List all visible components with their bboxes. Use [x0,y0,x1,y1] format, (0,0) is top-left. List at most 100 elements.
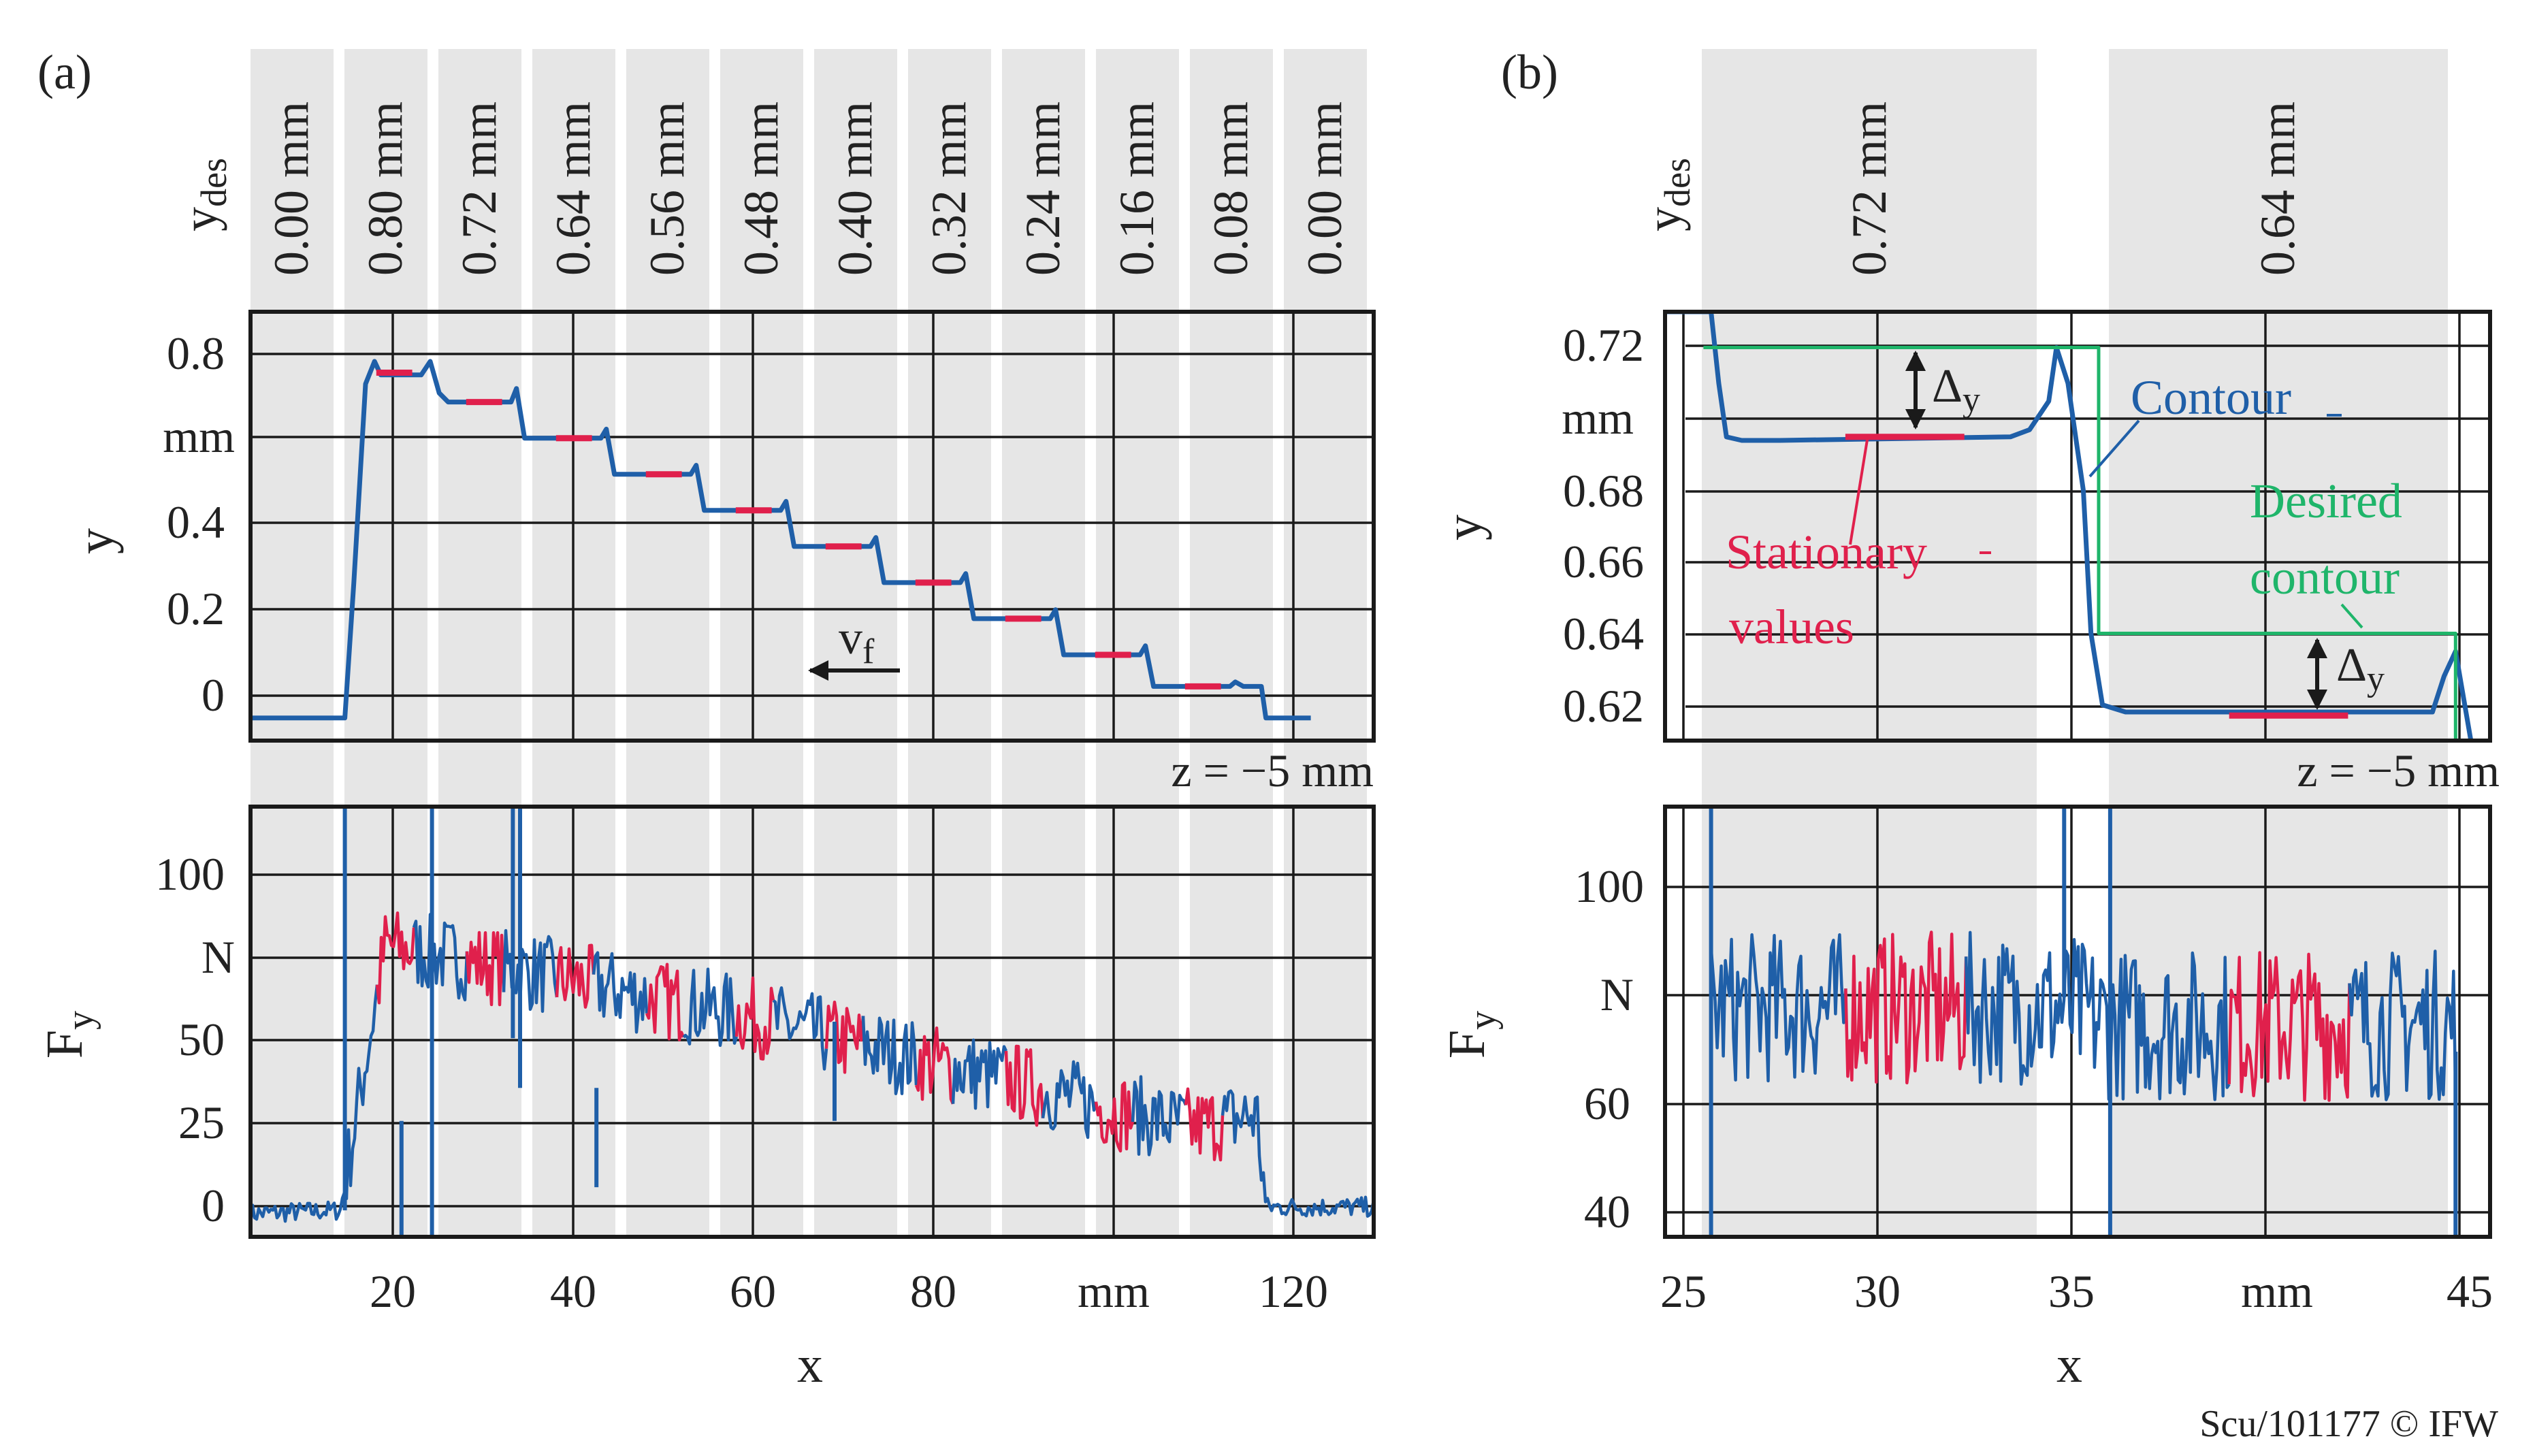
stationary-force-trace [914,1026,955,1105]
panel-b-x-ticks: 25 30 35 mm 45 [1660,1265,2493,1317]
y-tick-label: 50 [178,1014,225,1065]
stationary-force-trace [555,943,596,1009]
x-tick-label: 25 [1660,1265,1707,1317]
ydes-value: 0.80 mm [358,101,413,276]
y-tick-label: 100 [1575,860,1644,912]
y-tick-label: 25 [178,1097,225,1148]
x-tick-label: 60 [730,1265,776,1317]
force-trace [251,984,379,1224]
ydes-value: 0.24 mm [1016,101,1070,276]
ydes-value: 0.72 mm [1842,101,1896,276]
panel-a-bottom-yticks: 100 N 50 25 0 [155,848,235,1231]
ydes-value: 0.64 mm [2250,101,2305,276]
y-tick-label: N [1600,969,1634,1020]
ydes-value: 0.08 mm [1204,101,1258,276]
stationary-force-trace [824,1000,865,1074]
y-tick-label: 0.64 [1563,608,1644,660]
contour-line [251,359,1311,721]
feed-velocity-label: vf [839,612,875,671]
ydes-value: 0.16 mm [1110,101,1164,276]
stationary-force-trace [1094,1081,1135,1153]
panel-b: ydes 0.72 mm 0.64 mm 0.72 mm 0.68 0.66 0… [1435,49,2500,1393]
panel-b-x-axis-label: x [2056,1336,2082,1393]
desired-contour-legend: Desired contour [2250,474,2402,629]
desired-contour-label-2: contour [2250,550,2400,604]
ydes-value: 0.48 mm [734,101,788,276]
force-trace [861,1016,918,1095]
panel-a-top-yticks: 0.8 mm 0.4 0.2 0 [163,327,235,721]
force-trace [2348,950,2457,1101]
ydes-value: 0.00 mm [1297,101,1352,276]
stationary-values-legend: Stationary values [1726,435,1991,654]
panel-a-ydes-label: ydes [173,158,234,231]
y-tick-label: 100 [155,848,225,900]
stationary-force-trace [1184,1087,1225,1162]
x-tick-label: 40 [550,1265,596,1317]
y-tick-label: mm [1562,392,1634,444]
panel-a-y-axis-label: y [67,528,124,554]
y-tick-label: 0.4 [167,496,225,548]
force-trace [682,967,739,1048]
ydes-value: 0.40 mm [828,101,882,276]
stationary-force-trace [375,911,416,1005]
panel-b-force-axis-label: Fy [1438,1011,1504,1058]
force-trace [951,1038,1008,1110]
y-tick-label: 0.68 [1563,465,1644,517]
stationary-label-1: Stationary [1726,525,1927,579]
x-tick-label: 20 [370,1265,416,1317]
stationary-force-trace [1004,1044,1045,1127]
x-tick-label: 120 [1259,1265,1328,1317]
y-tick-label: 0.66 [1563,536,1644,587]
x-tick-label: 80 [910,1265,956,1317]
panel-b-top-yticks: 0.72 mm 0.68 0.66 0.64 0.62 [1562,319,1644,732]
y-tick-label: mm [163,410,235,462]
y-tick-label: 0.72 [1563,319,1644,371]
y-tick-label: 0 [201,1180,225,1231]
x-tick-label: 35 [2048,1265,2095,1317]
ydes-value: 0.56 mm [640,101,694,276]
x-tick-label: 45 [2447,1265,2493,1317]
delta-y-annotation-1: Δy [1905,351,1980,430]
stationary-force-trace [1844,931,1968,1085]
stationary-label-2: values [1729,600,1854,654]
stationary-force-trace [645,962,685,1041]
panel-b-depth-label: z = −5 mm [2297,745,2500,796]
panel-b-bottom-yticks: 100 N 60 40 [1575,860,1644,1237]
panel-a-depth-label: z = −5 mm [1171,745,1374,796]
panel-a-x-axis-label: x [797,1336,823,1393]
copyright-credit: Scu/101177 © IFW [2199,1403,2498,1445]
y-tick-label: 0.2 [167,583,225,634]
panel-a-bands [251,49,1367,1237]
stationary-force-trace [2227,951,2351,1102]
delta-y-annotation-2: Δy [2307,638,2385,710]
stationary-force-trace [465,931,506,1007]
force-trace [1131,1075,1188,1156]
panel-a-force-axis-label: Fy [36,1011,101,1058]
stationary-force-trace [734,976,775,1061]
panel-b-top-frame [1663,310,2492,743]
ydes-value: 0.00 mm [264,101,319,276]
panel-b-force-plot [1709,807,2458,1237]
ydes-value: 0.72 mm [452,101,506,276]
panel-b-contour-plot [1665,312,2474,741]
force-trace [412,913,469,1002]
contour-legend-label: Contour [2131,370,2291,425]
force-trace [592,951,649,1034]
panel-a: ydes 0.00 mm 0.80 mm 0.72 mm 0.64 mm 0.5… [36,49,1376,1393]
ydes-value: 0.32 mm [922,101,976,276]
delta-y-label: Δy [1932,360,1980,419]
x-tick-label: 30 [1854,1265,1901,1317]
y-tick-label: 0.62 [1563,680,1644,732]
delta-y-label: Δy [2336,639,2385,698]
ydes-value: 0.64 mm [546,101,600,276]
panel-a-force-plot [251,807,1374,1237]
y-tick-label: 40 [1584,1186,1630,1237]
force-trace [1964,931,2231,1101]
panel-a-label: (a) [37,45,92,99]
desired-contour-line [1703,346,2457,741]
panel-a-top-frame [248,310,1376,743]
panel-b-bottom-frame [1663,805,2492,1239]
y-tick-label: N [201,931,235,983]
panel-a-ydes-values: 0.00 mm 0.80 mm 0.72 mm 0.64 mm 0.56 mm … [264,101,1352,276]
